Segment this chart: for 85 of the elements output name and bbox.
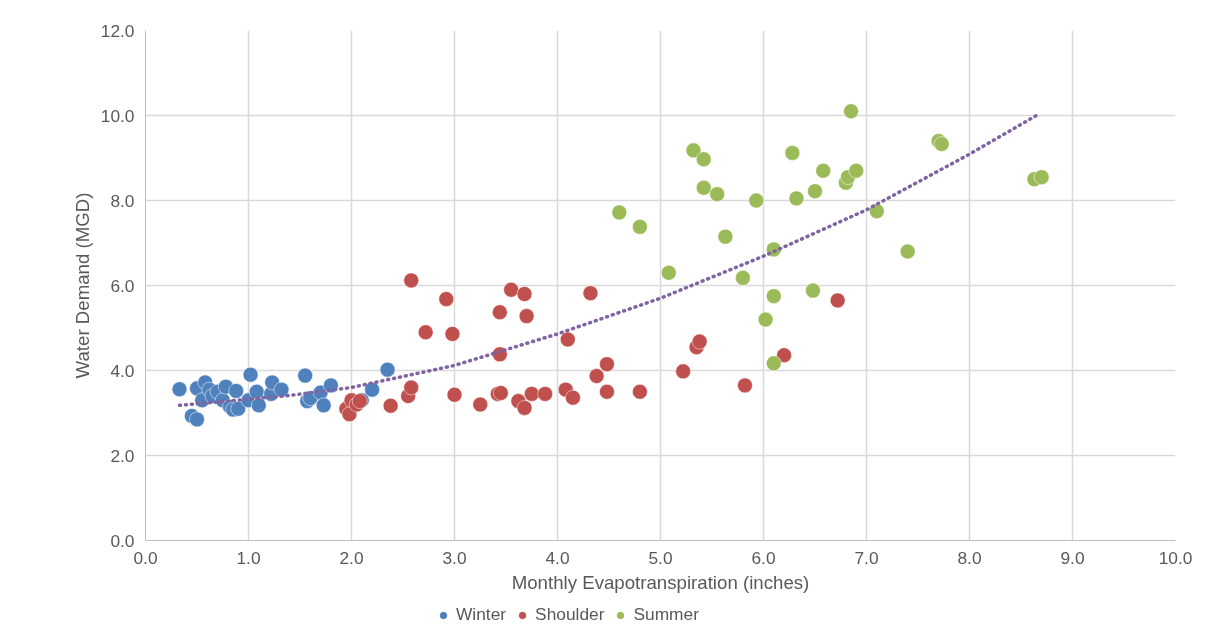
point [228,383,244,399]
point [696,151,712,168]
legend-label: Shoulder [535,604,605,625]
x-axis-title: Monthly Evapotranspiration (inches) [511,571,810,593]
point [599,384,615,400]
point [189,411,205,428]
y-tick-label: 2.0 [110,445,135,466]
x-tick-label: 10.0 [1158,547,1193,568]
point [251,397,267,414]
point [766,288,782,304]
point [516,286,533,302]
point [691,333,708,350]
point [599,356,615,372]
point [757,311,774,328]
point [503,282,519,298]
point [848,163,864,179]
point [379,361,396,378]
point [582,285,599,301]
x-tick-label: 0.0 [133,547,158,568]
point [766,355,782,372]
point [696,180,712,196]
point [807,183,823,199]
point [709,186,725,202]
x-tick-label: 6.0 [751,547,776,568]
legend-label: Summer [633,604,699,625]
x-tick-label: 4.0 [545,547,570,568]
point [717,228,734,245]
point [364,381,380,398]
point [248,384,265,400]
point [516,400,533,416]
point [588,368,605,384]
y-tick-label: 0.0 [110,530,135,551]
point [444,326,461,342]
x-tick-label: 1.0 [236,547,261,568]
point [611,204,628,221]
y-tick-label: 6.0 [110,275,135,296]
point [403,379,419,396]
point [632,384,648,400]
point [675,363,691,380]
point [843,103,859,119]
point [632,219,648,235]
point [815,163,831,179]
point [660,265,677,281]
y-axis-title: Water Demand (MGD) [71,192,93,379]
point [829,292,846,309]
point [869,203,885,219]
point [315,397,332,414]
point [784,145,801,161]
y-tick-label: 10.0 [100,105,135,126]
point [899,243,916,260]
point [805,282,821,299]
x-tick-label: 7.0 [854,547,879,568]
point [735,270,751,286]
point [403,272,419,289]
point [492,304,508,321]
point [737,377,753,394]
y-tick-label: 12.0 [100,20,135,41]
line-series [177,113,1039,408]
x-tick-label: 5.0 [648,547,673,568]
point [297,367,313,384]
x-tick-label: 3.0 [442,547,467,568]
y-tick-label: 8.0 [110,190,135,211]
point [382,398,399,414]
point [748,192,765,209]
point [242,367,259,383]
x-tick-label: 2.0 [339,547,364,568]
point [1033,169,1050,185]
point [537,386,553,402]
point [446,386,463,403]
point [524,386,540,402]
point [565,389,581,406]
point [560,331,576,348]
point [788,190,805,207]
point [273,381,290,398]
x-tick-label: 9.0 [1060,547,1085,568]
x-tick-label: 8.0 [957,547,982,568]
point [472,396,488,413]
point [171,381,188,397]
point [776,347,792,363]
point [685,142,702,159]
y-tick-label: 4.0 [110,360,135,381]
legend-label: Winter [456,604,507,625]
point [518,308,535,324]
point [417,324,434,340]
point [438,291,455,307]
